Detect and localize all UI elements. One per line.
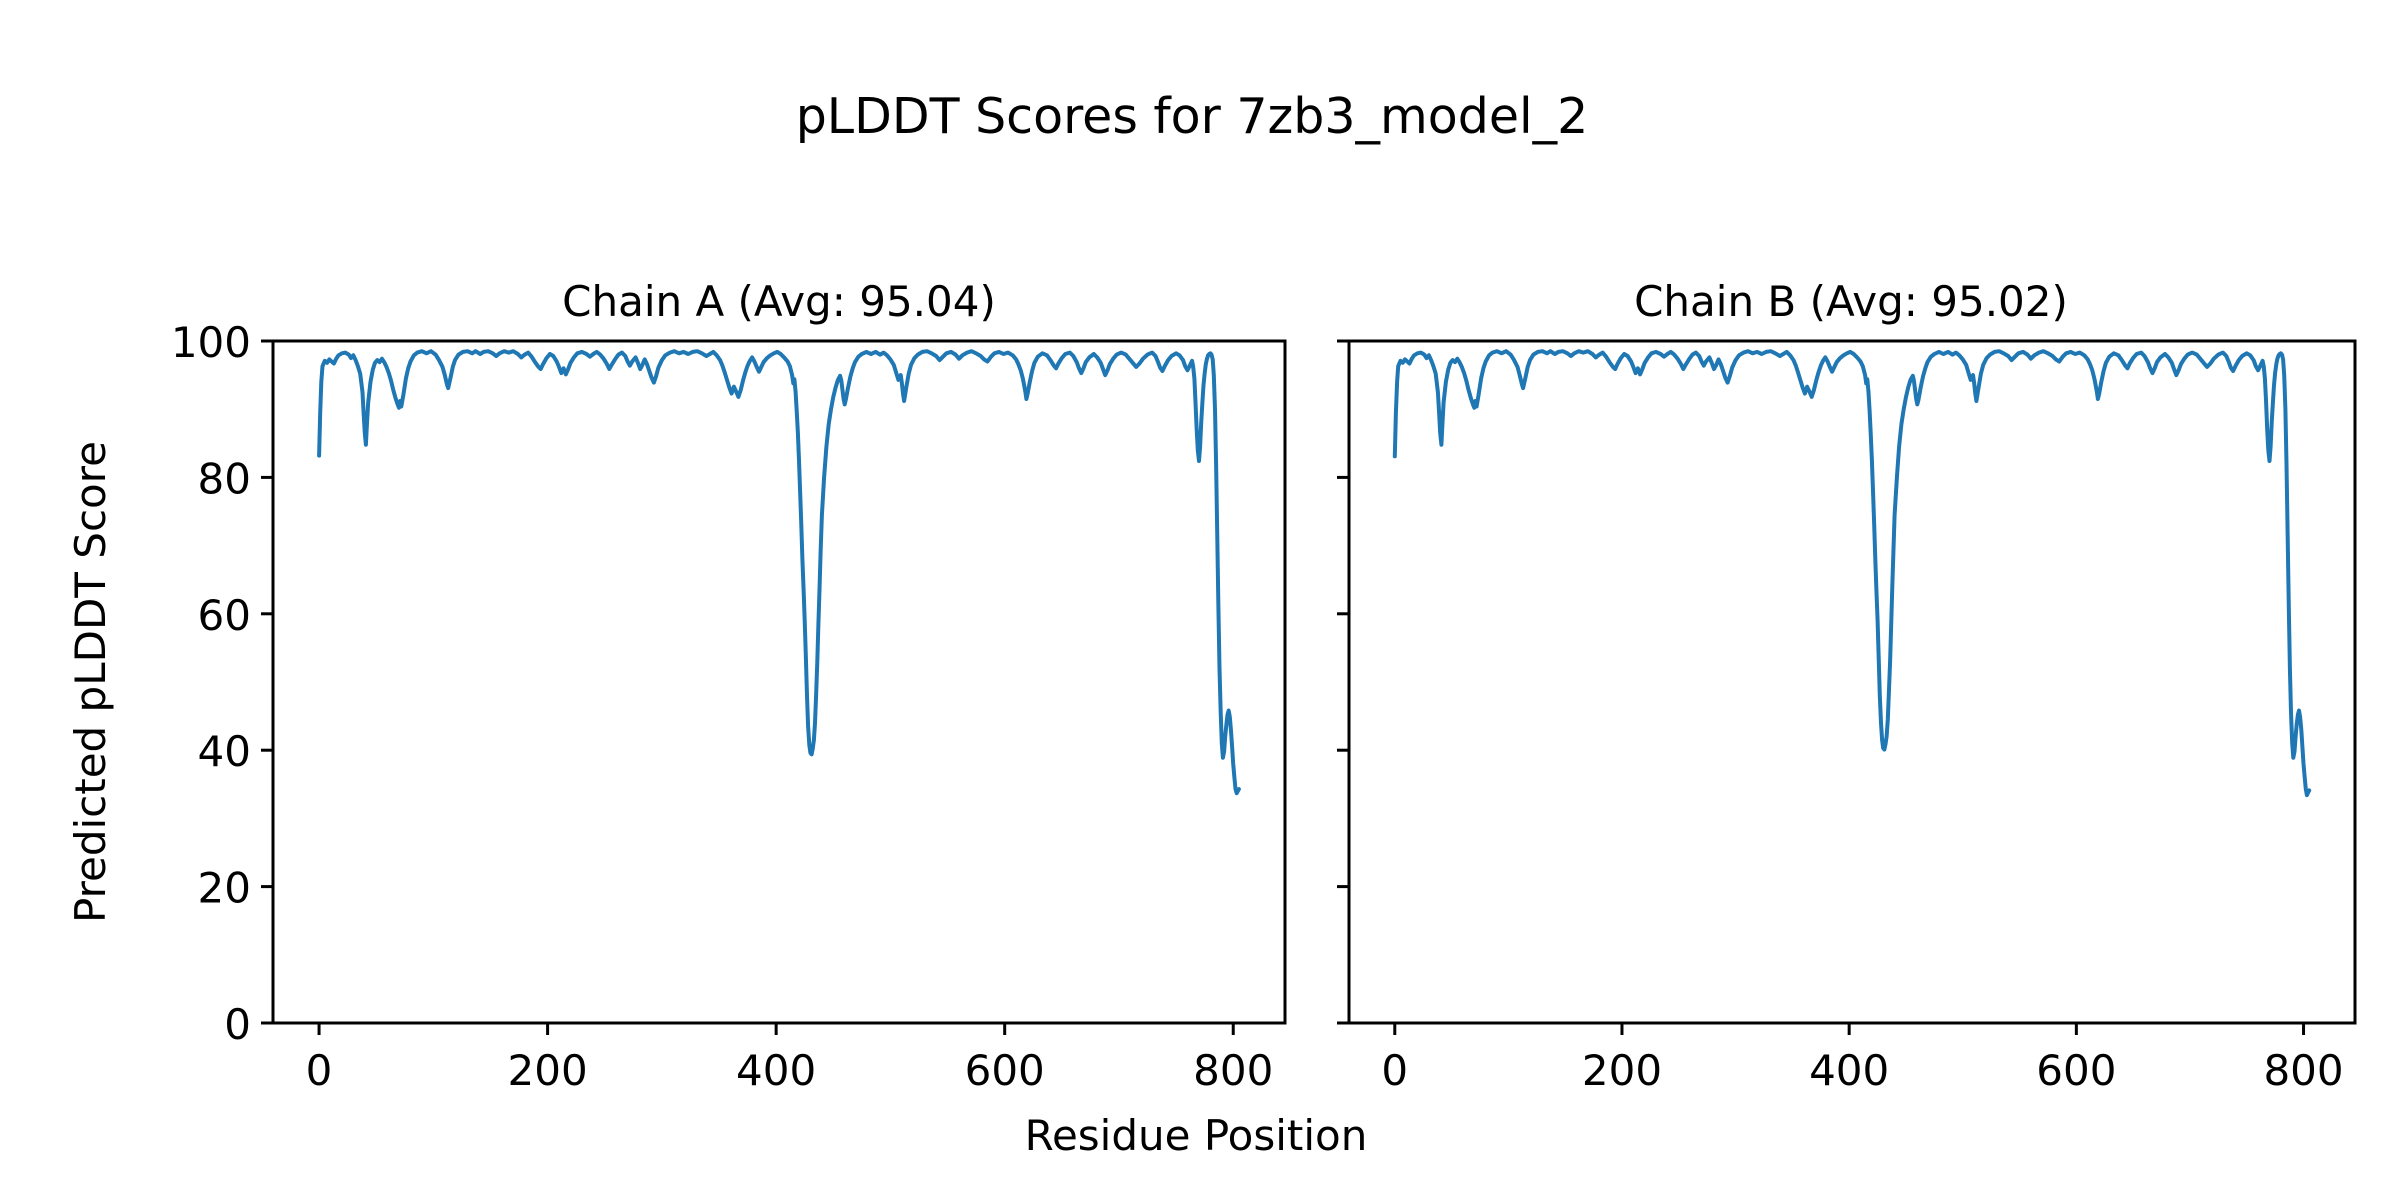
y-axis-label: Predicted pLDDT Score <box>66 441 115 923</box>
y-tick-label-chain-a: 0 <box>224 1000 251 1049</box>
x-tick-label-chain-a: 600 <box>965 1046 1045 1095</box>
x-tick-label-chain-b: 400 <box>1809 1046 1889 1095</box>
plddt-line-chain-a <box>317 349 1241 796</box>
y-tick-label-chain-a: 80 <box>198 454 251 503</box>
x-tick-label-chain-b: 600 <box>2036 1046 2116 1095</box>
x-tick-label-chain-a: 400 <box>736 1046 816 1095</box>
x-tick-label-chain-a: 200 <box>508 1046 588 1095</box>
figure-title: pLDDT Scores for 7zb3_model_2 <box>796 88 1589 145</box>
subplot-a-title: Chain A (Avg: 95.04) <box>562 277 996 326</box>
x-tick-label-chain-b: 200 <box>1582 1046 1662 1095</box>
y-tick-label-chain-a: 20 <box>198 864 251 913</box>
axes-layer: 0 200 400 600 800 0 20 40 60 80 100 0 200 400 600 800 <box>171 318 2357 1095</box>
axes-frame-chain-b <box>1347 339 2357 1025</box>
x-axis-label: Residue Position <box>1025 1111 1368 1160</box>
x-tick-label-chain-a: 0 <box>306 1046 333 1095</box>
y-tick-label-chain-a: 60 <box>198 591 251 640</box>
x-tick-label-chain-b: 0 <box>1381 1046 1408 1095</box>
subplot-b-title: Chain B (Avg: 95.02) <box>1634 277 2068 326</box>
x-tick-label-chain-b: 800 <box>2263 1046 2343 1095</box>
axes-frame-chain-a <box>271 339 1287 1025</box>
x-tick-label-chain-a: 800 <box>1193 1046 1273 1095</box>
y-tick-label-chain-a: 100 <box>171 318 251 367</box>
y-tick-label-chain-a: 40 <box>198 727 251 776</box>
plddt-line-chain-b <box>1392 349 2312 798</box>
